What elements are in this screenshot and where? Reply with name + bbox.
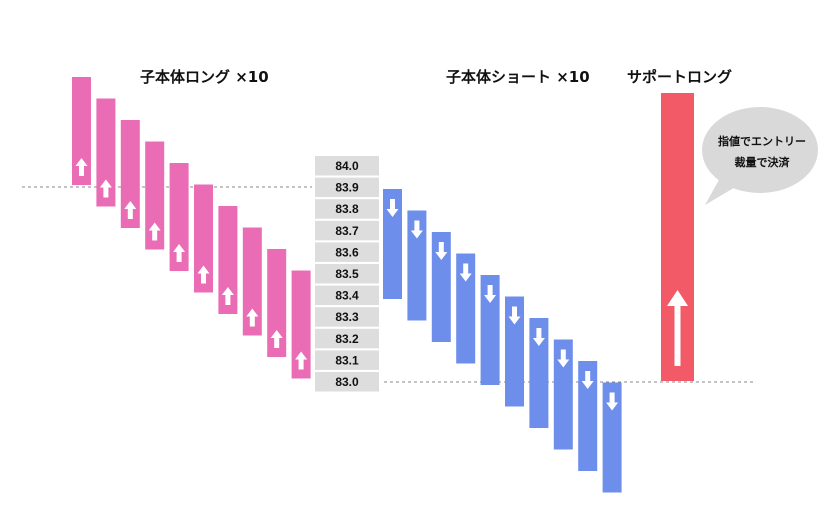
price-label: 83.1: [335, 353, 359, 367]
down-arrow-icon: [410, 220, 423, 239]
up-arrow-icon: [246, 308, 259, 327]
long-title: 子本体ロング ×10: [140, 68, 269, 86]
short-bar: [578, 361, 598, 471]
price-label: 83.8: [335, 202, 359, 216]
price-cell: [315, 350, 379, 370]
price-label: 83.6: [335, 245, 359, 259]
long-bars-group: [72, 77, 311, 379]
short-bar: [505, 296, 524, 407]
up-arrow-icon: [148, 222, 161, 241]
long-bar: [96, 98, 116, 207]
price-cell: [315, 242, 379, 262]
short-bar: [553, 339, 573, 450]
long-bar: [169, 163, 189, 271]
price-label: 83.4: [335, 289, 359, 303]
bubble-text-line1: 指値でエントリー: [718, 134, 806, 148]
support-long-group: [661, 93, 694, 381]
price-label: 83.0: [335, 375, 359, 389]
short-bar: [602, 382, 622, 493]
short-bar: [407, 210, 427, 321]
bubble-shape: [702, 107, 818, 193]
short-bar: [529, 318, 549, 428]
short-bar: [431, 232, 451, 342]
short-bars-group: [383, 189, 622, 493]
down-arrow-icon: [435, 242, 448, 260]
support-title: サポートロング: [627, 68, 732, 86]
price-label: 84.0: [335, 159, 359, 173]
price-ladder: 84.0 83.9 83.8 83.7 83.6 83.5 83.4 83.3 83.2 83.1…: [315, 156, 379, 392]
long-bar: [72, 77, 91, 185]
down-arrow-icon: [532, 328, 545, 346]
price-cell: [315, 264, 379, 284]
long-bar: [218, 206, 238, 314]
down-arrow-icon: [484, 285, 497, 303]
big-up-arrow-icon: [667, 290, 688, 366]
price-cell: [315, 177, 379, 198]
speech-bubble: 指値でエントリー 裁量で決済: [702, 107, 818, 205]
up-arrow-icon: [124, 201, 137, 219]
long-bar: [267, 249, 287, 357]
price-cell: [315, 220, 379, 241]
up-arrow-icon: [173, 244, 186, 262]
price-cell: [315, 156, 379, 176]
up-arrow-icon: [270, 330, 283, 348]
price-label: 83.9: [335, 181, 359, 195]
long-bar: [120, 120, 140, 228]
long-bar: [145, 141, 165, 250]
price-cell: [315, 307, 379, 327]
short-bar: [480, 275, 500, 385]
down-arrow-icon: [557, 349, 570, 368]
long-bar: [291, 270, 311, 379]
down-arrow-icon: [459, 263, 472, 282]
down-arrow-icon: [508, 306, 521, 325]
up-arrow-icon: [197, 265, 210, 284]
down-arrow-icon: [606, 392, 619, 411]
short-bar: [456, 253, 476, 364]
price-label: 83.2: [335, 332, 359, 346]
price-cell: [315, 372, 379, 392]
long-bar: [242, 227, 262, 336]
price-label: 83.3: [335, 310, 359, 324]
price-cell: [315, 199, 379, 219]
price-cell: [315, 285, 379, 306]
price-label: 83.5: [335, 267, 359, 281]
up-arrow-icon: [99, 179, 112, 198]
bubble-text-line2: 裁量で決済: [735, 155, 791, 169]
up-arrow-icon: [295, 351, 308, 370]
short-title: 子本体ショート ×10: [446, 68, 590, 86]
price-label: 83.7: [335, 224, 359, 238]
price-cell: [315, 328, 379, 349]
up-arrow-icon: [75, 158, 88, 176]
short-bar: [383, 189, 402, 299]
down-arrow-icon: [386, 199, 399, 217]
up-arrow-icon: [221, 287, 234, 305]
down-arrow-icon: [581, 371, 594, 389]
long-bar: [194, 184, 213, 293]
bubble-tail: [705, 178, 737, 205]
